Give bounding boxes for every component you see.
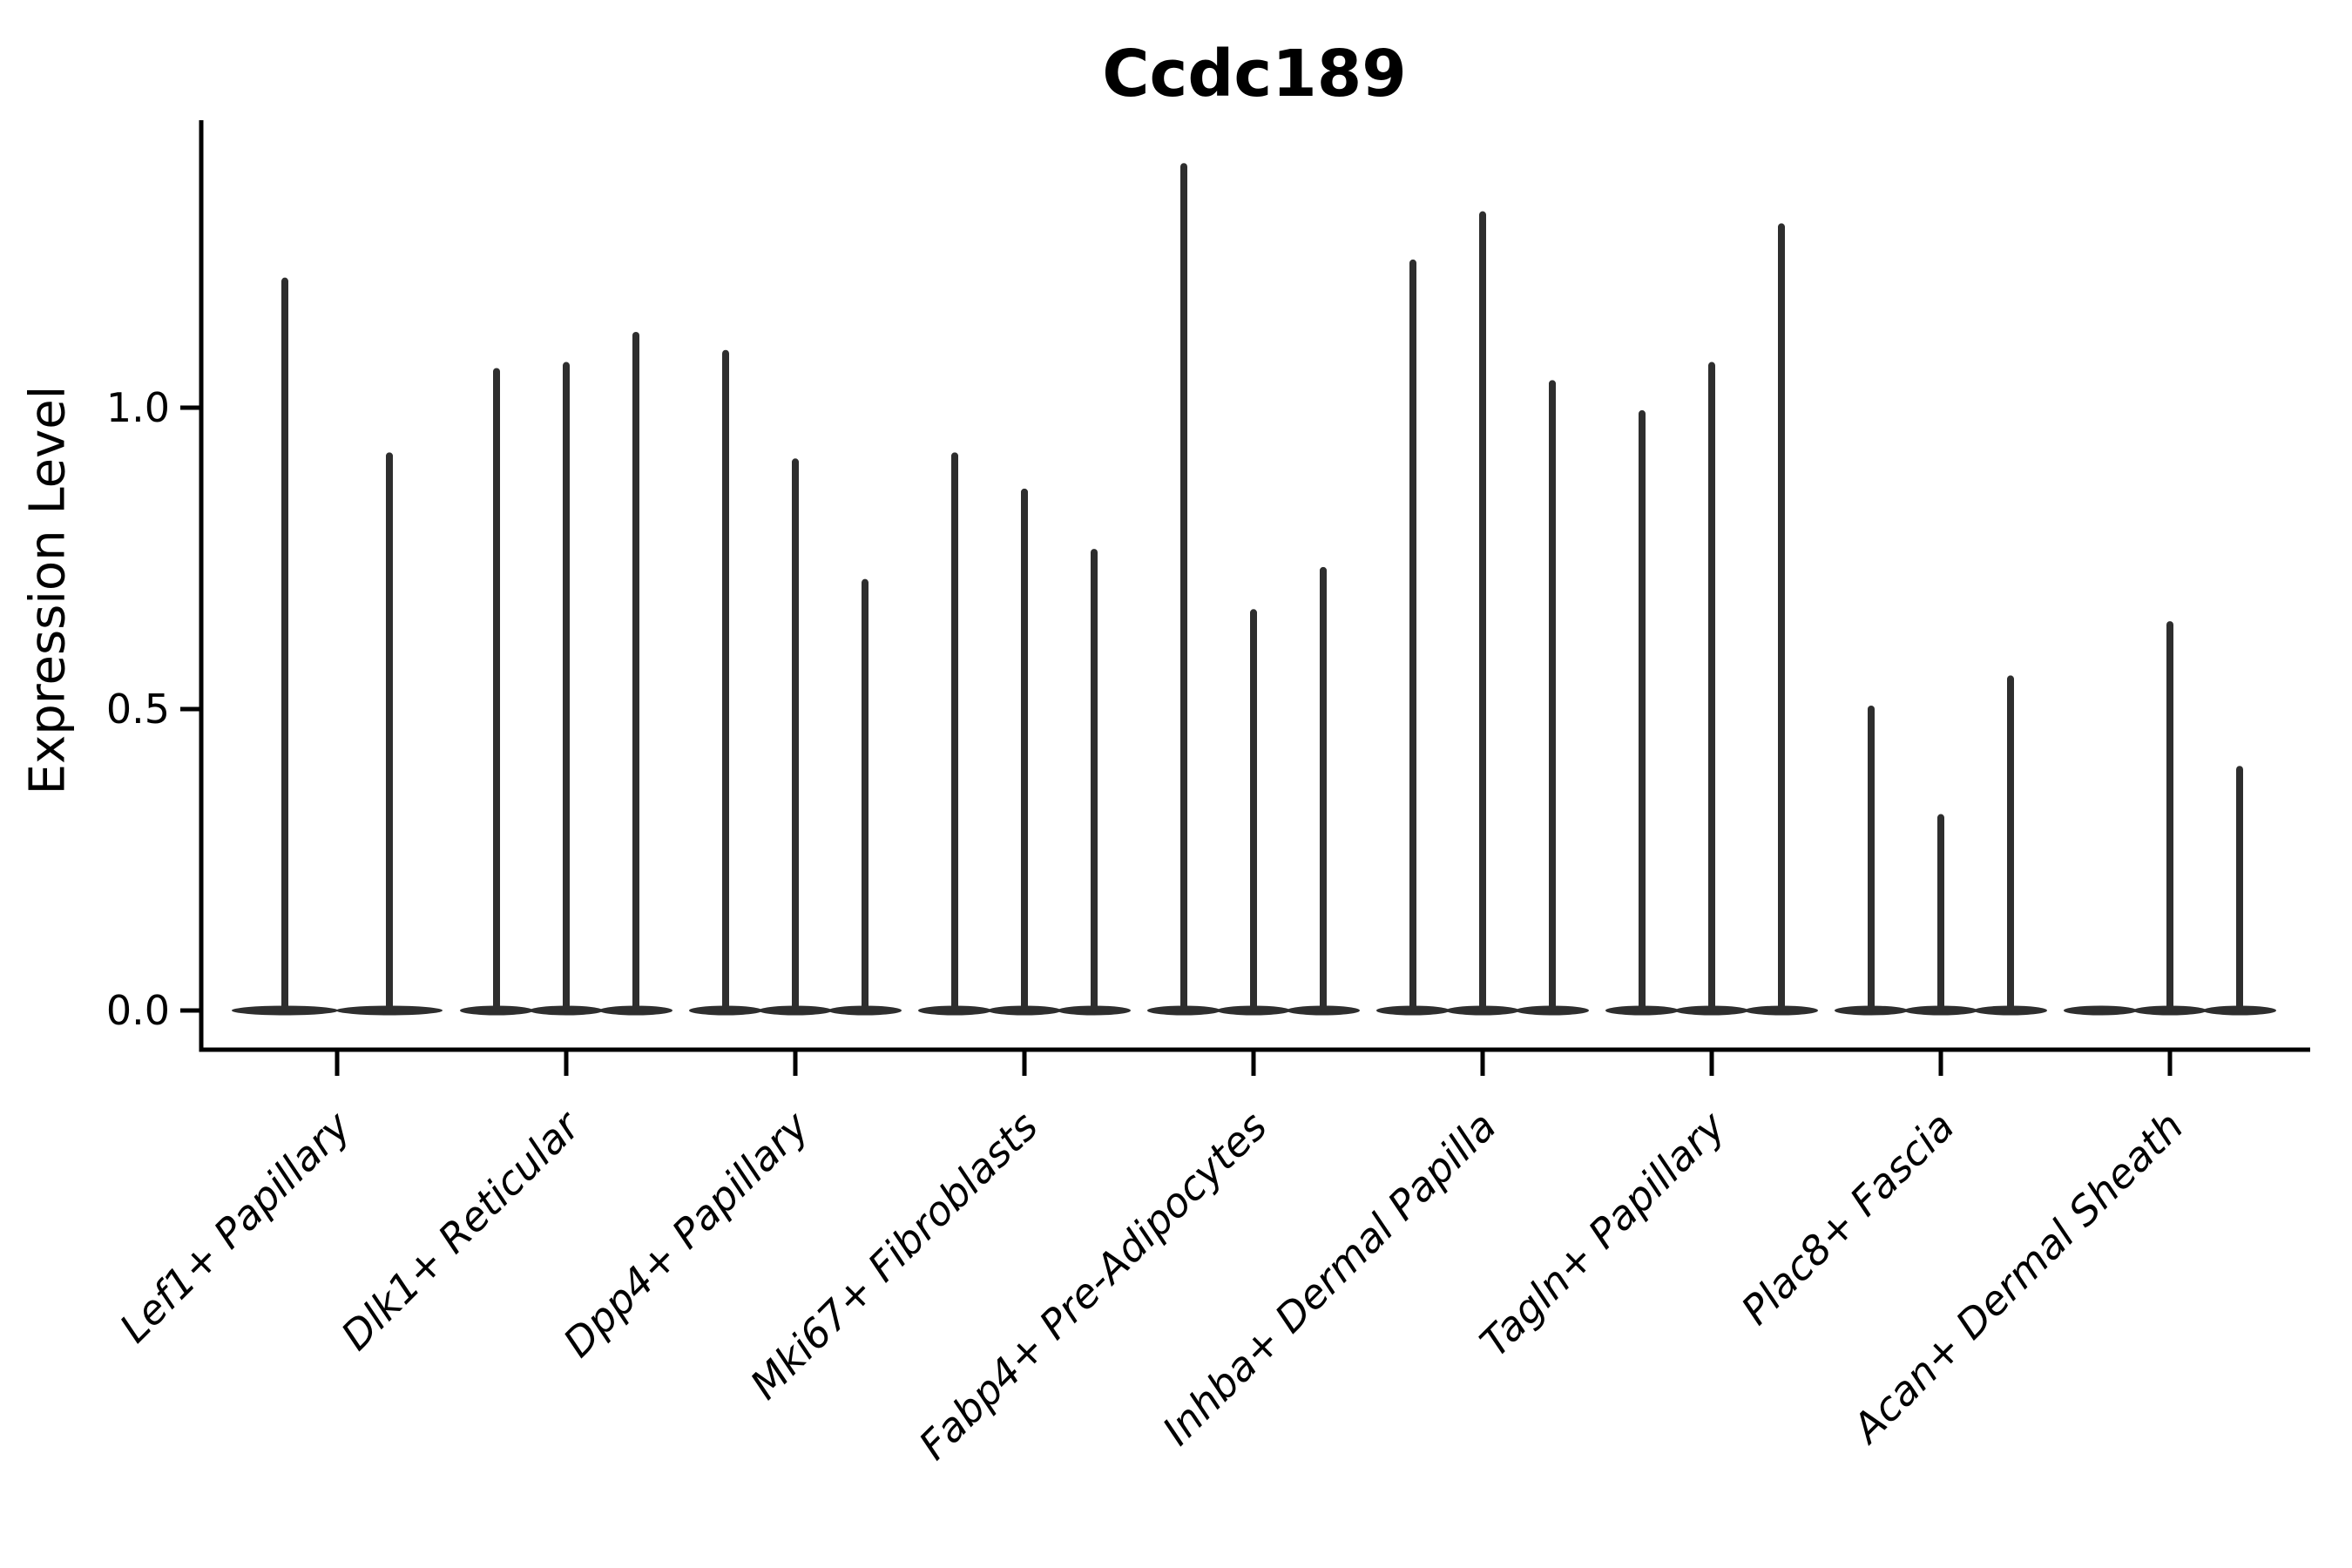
x-tick-label: Lef1+ Papillary [111, 1102, 360, 1351]
x-tick-label: Tagln+ Papillary [1470, 1102, 1734, 1366]
x-tick-label: Plac8+ Fascia [1732, 1103, 1963, 1334]
y-tick-label: 0.5 [106, 686, 170, 733]
chart-title: Ccdc189 [1102, 37, 1407, 112]
y-tick-label: 0.0 [106, 987, 170, 1034]
violin-base [2064, 1005, 2137, 1016]
x-tick-label: Dlk1+ Reticular [332, 1100, 591, 1359]
x-tick-label: Dpp4+ Papillary [554, 1102, 818, 1366]
y-tick-label: 1.0 [106, 384, 170, 431]
